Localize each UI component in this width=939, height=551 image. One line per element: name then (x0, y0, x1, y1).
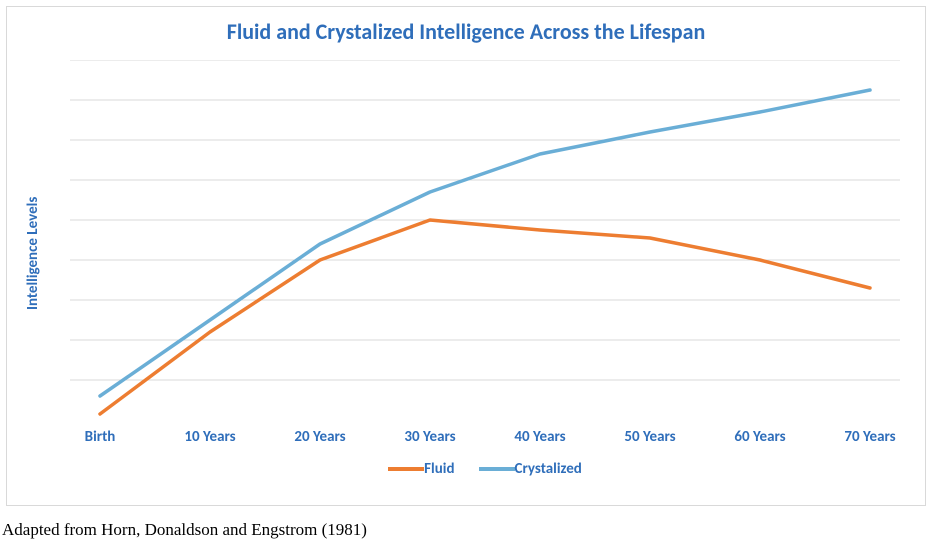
legend-label-fluid: Fluid (424, 460, 454, 478)
x-tick-label: 30 Years (404, 428, 455, 446)
chart-title: Fluid and Crystalized Intelligence Acros… (6, 18, 926, 45)
legend-swatch-fluid (388, 467, 424, 471)
legend-item-fluid: Fluid (388, 460, 454, 478)
legend-item-crystalized: Crystalized (479, 460, 582, 478)
chart-wrap: Fluid and Crystalized Intelligence Acros… (0, 0, 939, 551)
y-axis-label: Intelligence Levels (24, 197, 42, 310)
x-tick-label: 60 Years (734, 428, 785, 446)
x-tick-label: Birth (85, 428, 116, 446)
legend-label-crystalized: Crystalized (515, 460, 582, 478)
legend-swatch-crystalized (479, 467, 515, 471)
x-tick-label: 70 Years (844, 428, 895, 446)
x-tick-label: 50 Years (624, 428, 675, 446)
legend: Fluid Crystalized (70, 460, 900, 478)
attribution-text: Adapted from Horn, Donaldson and Engstro… (2, 520, 367, 540)
x-axis-labels: Birth 10 Years 20 Years 30 Years 40 Years 50 … (70, 428, 900, 452)
x-tick-label: 40 Years (514, 428, 565, 446)
plot-area (70, 60, 900, 420)
x-tick-label: 10 Years (184, 428, 235, 446)
x-tick-label: 20 Years (294, 428, 345, 446)
